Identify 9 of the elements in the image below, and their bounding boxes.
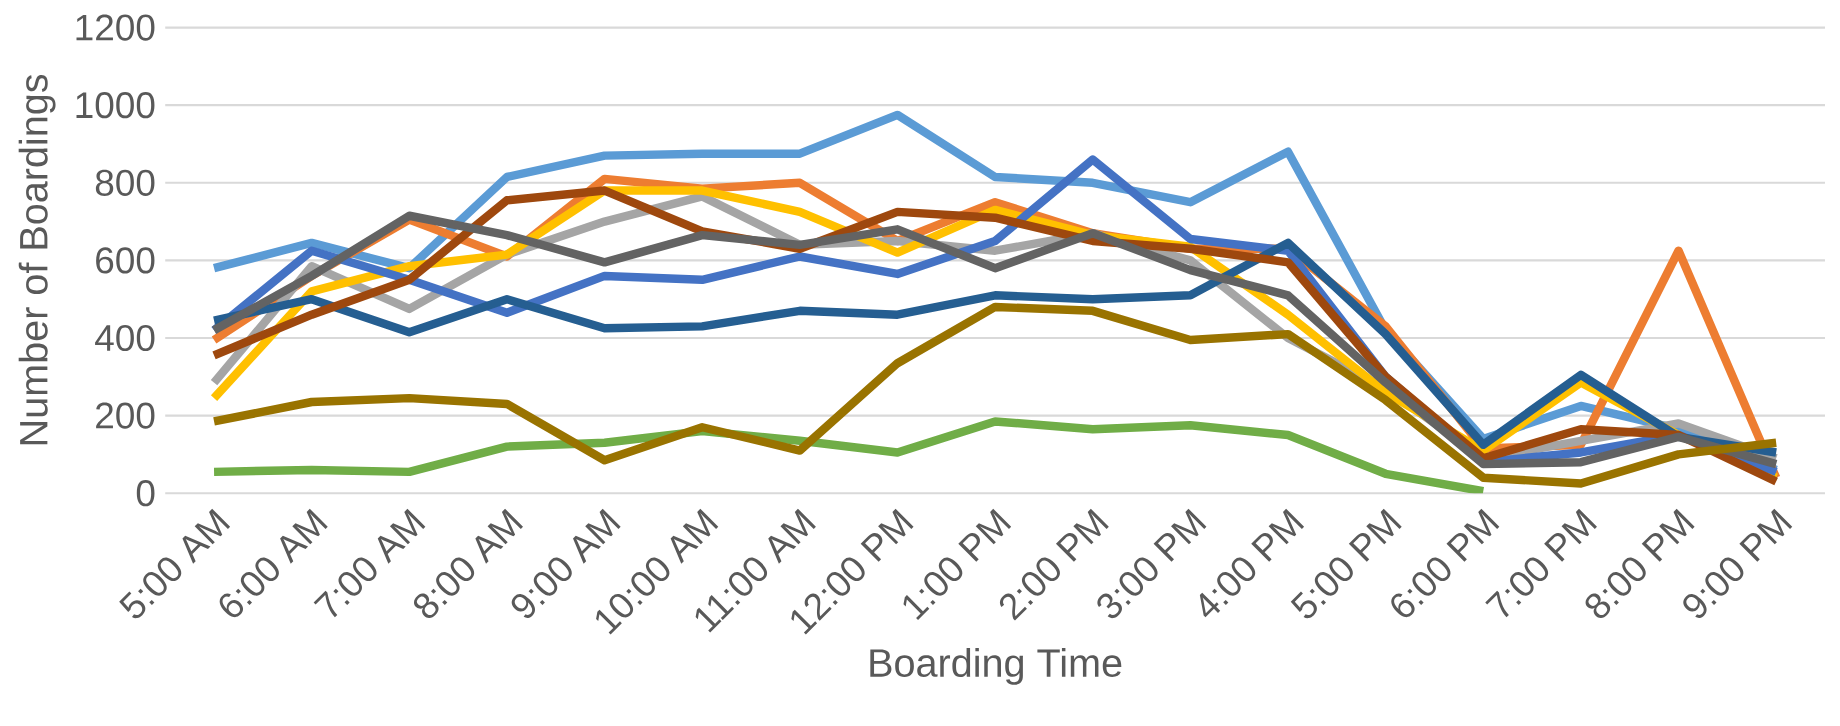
y-tick-label: 0 xyxy=(136,480,155,507)
y-tick-label: 200 xyxy=(96,402,155,429)
y-tick-label: 800 xyxy=(95,169,155,196)
y-tick-label: 1000 xyxy=(76,92,155,119)
y-tick-label: 400 xyxy=(95,324,155,352)
y-axis-title: Number of Boardings xyxy=(18,74,56,445)
y-tick-label: 600 xyxy=(96,247,155,274)
x-axis-title: Boarding Time xyxy=(870,647,1122,685)
y-tick-label: 1200 xyxy=(76,14,155,41)
